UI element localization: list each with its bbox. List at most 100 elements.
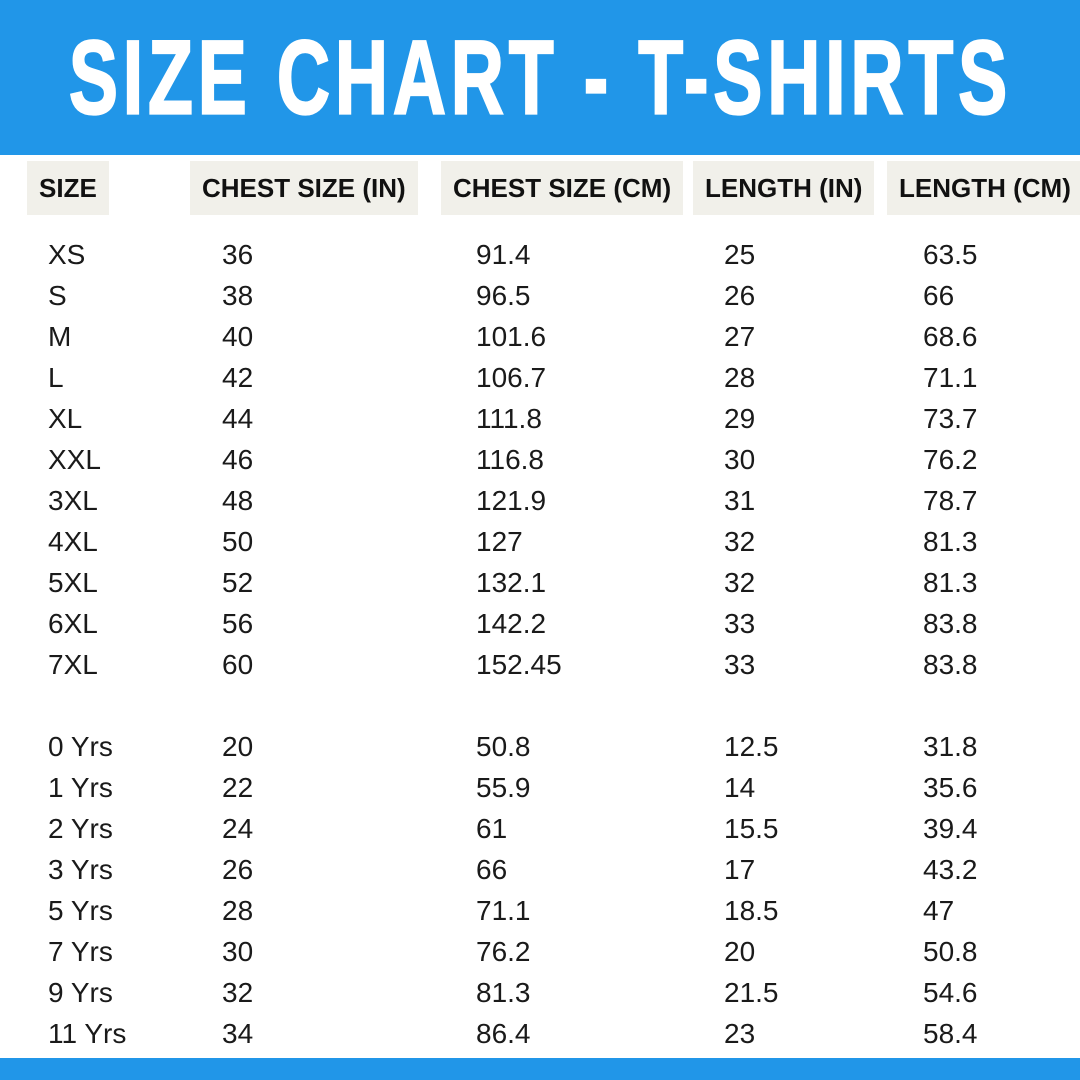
cell-chest-in: 20 [222, 730, 254, 762]
cell-length-cm: 71.1 [923, 361, 978, 393]
cell-chest-cm: 55.9 [476, 771, 531, 803]
cell-size: 3 Yrs [48, 853, 113, 885]
cell-length-in: 32 [724, 566, 756, 598]
cell-length-cm: 78.7 [923, 484, 978, 516]
cell-length-in: 17 [724, 853, 756, 885]
cell-length-cm: 83.8 [923, 607, 978, 639]
cell-chest-cm: 152.45 [476, 648, 562, 680]
table-row: M 40 101.6 27 68.6 [0, 316, 1080, 357]
column-header-length-in-label: LENGTH (IN) [693, 160, 875, 215]
column-header-chest-cm: CHEST SIZE (CM) [428, 155, 684, 220]
cell-length-cm: 54.6 [923, 976, 978, 1008]
cell-length-in: 33 [724, 648, 756, 680]
cell-chest-cm: 106.7 [476, 361, 547, 393]
table-row: 0 Yrs 20 50.8 12.5 31.8 [0, 726, 1080, 767]
cell-size: 4XL [48, 525, 98, 557]
cell-length-in: 30 [724, 443, 756, 475]
cell-length-in: 23 [724, 1017, 756, 1049]
cell-size: 2 Yrs [48, 812, 113, 844]
cell-chest-cm: 66 [476, 853, 508, 885]
cell-length-cm: 76.2 [923, 443, 978, 475]
cell-length-cm: 81.3 [923, 566, 978, 598]
cell-size: 7XL [48, 648, 98, 680]
cell-chest-cm: 50.8 [476, 730, 531, 762]
table-header-row: SIZE CHEST SIZE (IN) CHEST SIZE (CM) LEN… [0, 155, 1080, 220]
cell-length-in: 18.5 [724, 894, 779, 926]
cell-chest-cm: 132.1 [476, 566, 547, 598]
bottom-accent-bar [0, 1058, 1080, 1080]
cell-size: 11 Yrs [48, 1017, 127, 1049]
cell-chest-in: 30 [222, 935, 254, 967]
table-row: 4XL 50 127 32 81.3 [0, 521, 1080, 562]
cell-size: 0 Yrs [48, 730, 113, 762]
cell-length-in: 12.5 [724, 730, 779, 762]
cell-size: 5 Yrs [48, 894, 113, 926]
cell-length-in: 31 [724, 484, 756, 516]
cell-chest-in: 52 [222, 566, 254, 598]
cell-length-in: 20 [724, 935, 756, 967]
cell-chest-in: 42 [222, 361, 254, 393]
cell-chest-in: 26 [222, 853, 254, 885]
column-header-size-label: SIZE [27, 160, 109, 215]
cell-length-cm: 50.8 [923, 935, 978, 967]
cell-length-in: 14 [724, 771, 756, 803]
table-row: XL 44 111.8 29 73.7 [0, 398, 1080, 439]
page-title: SIZE CHART - T-SHIRTS [68, 19, 1012, 136]
cell-chest-cm: 142.2 [476, 607, 547, 639]
cell-chest-cm: 61 [476, 812, 508, 844]
cell-length-cm: 35.6 [923, 771, 978, 803]
cell-size: XL [48, 402, 83, 434]
cell-size: M [48, 320, 72, 352]
cell-chest-cm: 101.6 [476, 320, 547, 352]
cell-chest-in: 22 [222, 771, 254, 803]
column-header-chest-cm-label: CHEST SIZE (CM) [441, 160, 684, 215]
cell-length-in: 28 [724, 361, 756, 393]
cell-chest-in: 28 [222, 894, 254, 926]
cell-chest-cm: 76.2 [476, 935, 531, 967]
cell-size: 3XL [48, 484, 98, 516]
cell-size: XXL [48, 443, 101, 475]
cell-chest-in: 48 [222, 484, 254, 516]
cell-size: 5XL [48, 566, 98, 598]
cell-length-cm: 43.2 [923, 853, 978, 885]
table-row: XXL 46 116.8 30 76.2 [0, 439, 1080, 480]
cell-chest-cm: 96.5 [476, 279, 531, 311]
cell-chest-cm: 81.3 [476, 976, 531, 1008]
cell-length-in: 33 [724, 607, 756, 639]
cell-chest-in: 24 [222, 812, 254, 844]
kids-sizes-group: 0 Yrs 20 50.8 12.5 31.8 1 Yrs 22 55.9 14 35.6 2 Yr… [0, 726, 1080, 1054]
cell-chest-cm: 111.8 [476, 402, 542, 434]
size-chart-table: SIZE CHEST SIZE (IN) CHEST SIZE (CM) LEN… [0, 155, 1080, 1054]
cell-length-cm: 73.7 [923, 402, 978, 434]
table-header: SIZE CHEST SIZE (IN) CHEST SIZE (CM) LEN… [0, 155, 1080, 220]
table-row: 6XL 56 142.2 33 83.8 [0, 603, 1080, 644]
cell-length-cm: 63.5 [923, 238, 978, 270]
cell-chest-in: 50 [222, 525, 254, 557]
table-row: 7XL 60 152.45 33 83.8 [0, 644, 1080, 685]
cell-chest-in: 34 [222, 1017, 254, 1049]
table-row: S 38 96.5 26 66 [0, 275, 1080, 316]
section-spacer [0, 685, 1080, 726]
cell-length-cm: 47 [923, 894, 955, 926]
cell-size: 6XL [48, 607, 98, 639]
column-header-chest-in: CHEST SIZE (IN) [174, 155, 428, 220]
cell-chest-in: 44 [222, 402, 254, 434]
column-header-length-cm: LENGTH (CM) [874, 155, 1080, 220]
column-header-length-cm-label: LENGTH (CM) [887, 160, 1080, 215]
cell-size: XS [48, 238, 86, 270]
table-row: XS 36 91.4 25 63.5 [0, 220, 1080, 275]
table-row: 2 Yrs 24 61 15.5 39.4 [0, 808, 1080, 849]
cell-chest-in: 56 [222, 607, 254, 639]
cell-chest-cm: 116.8 [476, 443, 544, 475]
cell-chest-in: 38 [222, 279, 254, 311]
adult-sizes-group: XS 36 91.4 25 63.5 S 38 96.5 26 66 M 40 101.6 27 68.6 L… [0, 220, 1080, 685]
cell-chest-cm: 71.1 [476, 894, 531, 926]
cell-chest-cm: 91.4 [476, 238, 531, 270]
column-header-length-in: LENGTH (IN) [679, 155, 875, 220]
spacer-row [0, 685, 1080, 726]
column-header-size: SIZE [0, 155, 174, 220]
cell-length-cm: 68.6 [923, 320, 978, 352]
cell-size: 9 Yrs [48, 976, 113, 1008]
cell-size: 1 Yrs [48, 771, 113, 803]
table-row: 5XL 52 132.1 32 81.3 [0, 562, 1080, 603]
